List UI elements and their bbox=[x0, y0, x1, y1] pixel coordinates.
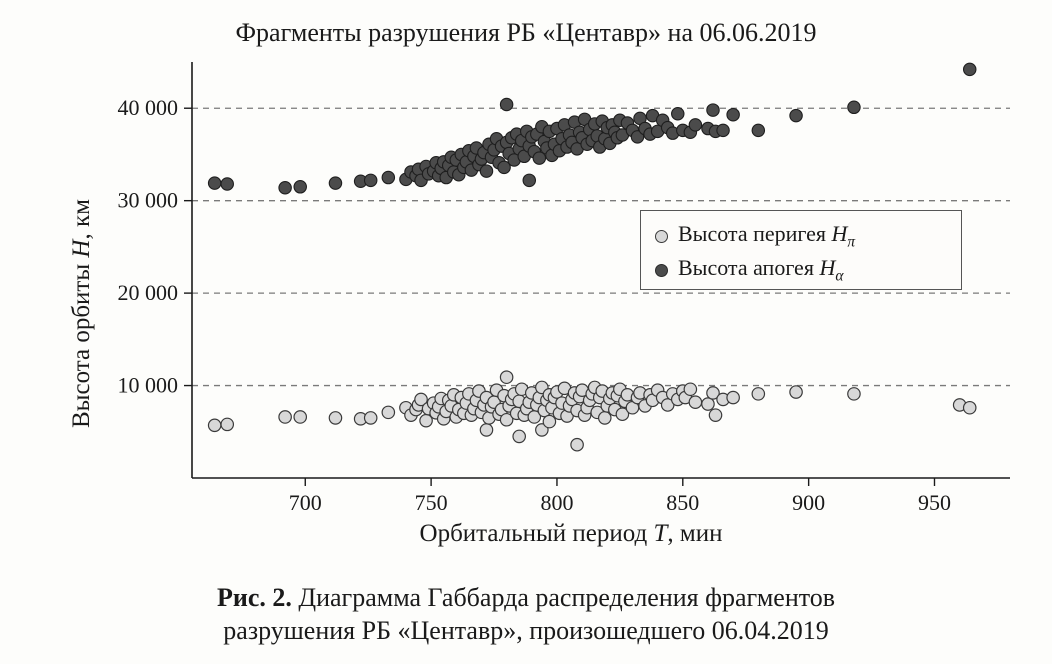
legend-label: Высота перигея Hπ bbox=[678, 221, 855, 251]
apogee-point bbox=[329, 177, 341, 189]
perigee-point bbox=[599, 412, 611, 424]
legend-label: Высота апогея Hα bbox=[678, 255, 843, 285]
perigee-point bbox=[790, 386, 802, 398]
apogee-point bbox=[500, 98, 512, 110]
x-axis-label: Орбитальный период T, мин bbox=[0, 520, 1052, 548]
apogee-point bbox=[717, 124, 729, 136]
perigee-point bbox=[689, 396, 701, 408]
legend-marker-icon bbox=[655, 230, 668, 243]
apogee-point bbox=[365, 174, 377, 186]
perigee-point bbox=[221, 418, 233, 430]
apogee-point bbox=[480, 165, 492, 177]
perigee-point bbox=[752, 388, 764, 400]
perigee-point bbox=[543, 415, 555, 427]
apogee-point bbox=[727, 108, 739, 120]
apogee-point bbox=[964, 63, 976, 75]
perigee-point bbox=[848, 388, 860, 400]
perigee-point bbox=[500, 371, 512, 383]
x-tick-label: 950 bbox=[918, 490, 951, 515]
apogee-point bbox=[672, 108, 684, 120]
perigee-point bbox=[964, 402, 976, 414]
apogee-point bbox=[294, 181, 306, 193]
x-tick-label: 800 bbox=[540, 490, 573, 515]
perigee-point bbox=[727, 391, 739, 403]
x-tick-label: 900 bbox=[792, 490, 825, 515]
y-tick-label: 30 000 bbox=[118, 188, 179, 213]
perigee-point bbox=[279, 411, 291, 423]
legend-item: Высота перигея Hπ bbox=[655, 221, 855, 251]
perigee-point bbox=[684, 383, 696, 395]
apogee-point bbox=[848, 101, 860, 113]
perigee-point bbox=[571, 439, 583, 451]
perigee-point bbox=[513, 430, 525, 442]
perigee-point bbox=[480, 424, 492, 436]
apogee-point bbox=[707, 104, 719, 116]
apogee-point bbox=[221, 178, 233, 190]
legend-item: Высота апогея Hα bbox=[655, 255, 843, 285]
perigee-point bbox=[709, 409, 721, 421]
legend: Высота перигея Hπ Высота апогея Hα bbox=[640, 210, 962, 290]
apogee-point bbox=[790, 109, 802, 121]
perigee-point bbox=[365, 412, 377, 424]
apogee-point bbox=[382, 171, 394, 183]
legend-marker-icon bbox=[655, 264, 668, 277]
y-tick-label: 40 000 bbox=[118, 95, 179, 120]
perigee-point bbox=[382, 406, 394, 418]
apogee-point bbox=[279, 182, 291, 194]
x-tick-label: 850 bbox=[666, 490, 699, 515]
figure: { "chart": { "type": "scatter", "title":… bbox=[0, 0, 1052, 664]
perigee-point bbox=[329, 412, 341, 424]
perigee-point bbox=[294, 411, 306, 423]
y-tick-label: 20 000 bbox=[118, 280, 179, 305]
y-tick-label: 10 000 bbox=[118, 373, 179, 398]
apogee-point bbox=[208, 177, 220, 189]
x-tick-label: 750 bbox=[415, 490, 448, 515]
figure-caption: Рис. 2. Диаграмма Габбарда распределения… bbox=[0, 582, 1052, 647]
x-tick-label: 700 bbox=[289, 490, 322, 515]
y-axis-label: Высота орбиты H, км bbox=[68, 199, 96, 428]
apogee-point bbox=[752, 124, 764, 136]
apogee-point bbox=[523, 174, 535, 186]
perigee-point bbox=[208, 419, 220, 431]
apogee-point bbox=[689, 119, 701, 131]
